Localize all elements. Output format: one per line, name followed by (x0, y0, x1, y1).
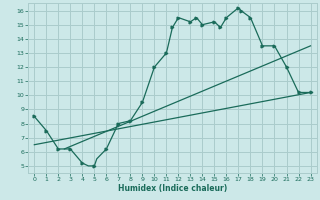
X-axis label: Humidex (Indice chaleur): Humidex (Indice chaleur) (118, 184, 227, 193)
